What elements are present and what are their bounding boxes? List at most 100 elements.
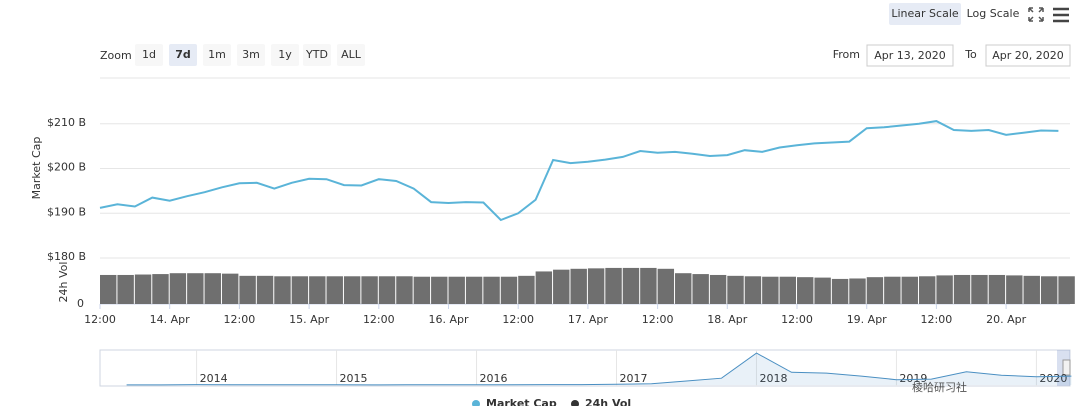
x-tick-label: 12:00 xyxy=(363,313,395,326)
y-tick-label: $180 B xyxy=(47,250,86,263)
zoom-button[interactable]: 1m xyxy=(208,48,226,61)
volume-bar xyxy=(535,271,553,304)
volume-bar xyxy=(640,267,657,304)
x-tick-label: 12:00 xyxy=(921,313,953,326)
volume-bar xyxy=(134,274,152,304)
scale-button[interactable]: Log Scale xyxy=(967,7,1020,20)
volume-bar xyxy=(971,274,988,304)
navigator-year-label: 2018 xyxy=(759,372,787,385)
zoom-button[interactable]: 1y xyxy=(278,48,292,61)
volume-bar xyxy=(448,276,465,304)
x-tick-label: 12:00 xyxy=(642,313,674,326)
legend-item[interactable]: Market Cap xyxy=(486,397,557,406)
x-tick-label: 20. Apr xyxy=(986,313,1026,326)
volume-bar xyxy=(744,276,762,304)
volume-bar xyxy=(1023,275,1040,304)
x-tick-label: 12:00 xyxy=(781,313,813,326)
volume-bar xyxy=(431,276,448,304)
price-line xyxy=(99,120,1059,222)
x-tick-label: 16. Apr xyxy=(428,313,468,326)
zoom-button-bg xyxy=(271,44,299,66)
volume-bar xyxy=(221,273,239,304)
volume-bar xyxy=(884,276,901,304)
volume-bar xyxy=(762,276,779,304)
volume-bar xyxy=(500,276,518,304)
volume-bar xyxy=(413,276,431,304)
volume-bar xyxy=(622,267,640,304)
volume-bar xyxy=(709,274,727,304)
zoom-button-bg xyxy=(135,44,163,66)
zoom-button[interactable]: 7d xyxy=(175,48,191,61)
volume-bar xyxy=(396,276,413,304)
navigator-area xyxy=(126,353,1072,385)
legend-marker xyxy=(571,400,579,406)
volume-bar xyxy=(239,275,256,304)
x-tick-label: 12:00 xyxy=(84,313,116,326)
volume-bar xyxy=(378,276,396,304)
y-tick-label: $200 B xyxy=(47,161,86,174)
volume-bar xyxy=(692,274,709,304)
volume-bar xyxy=(361,276,378,304)
to-date[interactable]: Apr 20, 2020 xyxy=(992,49,1064,62)
menu-icon[interactable] xyxy=(1053,7,1069,23)
watermark: 棱哈研习社 xyxy=(912,380,967,394)
zoom-button-bg xyxy=(303,44,331,66)
volume-bar xyxy=(553,269,570,304)
x-tick-label: 12:00 xyxy=(502,313,534,326)
x-tick-label: 12:00 xyxy=(224,313,256,326)
volume-bar xyxy=(849,278,866,304)
zoom-button[interactable]: 1d xyxy=(142,48,156,61)
volume-bar xyxy=(309,276,326,304)
volume-bar xyxy=(953,274,971,304)
legend-marker xyxy=(472,400,480,406)
from-date[interactable]: Apr 13, 2020 xyxy=(874,49,946,62)
zoom-button-bg xyxy=(203,44,231,66)
navigator-year-label: 2015 xyxy=(340,372,368,385)
navigator-year-label: 2017 xyxy=(619,372,647,385)
volume-bar xyxy=(866,277,884,304)
date-input-box xyxy=(985,44,1071,67)
navigator-line xyxy=(126,352,1072,386)
scale-button[interactable]: Linear Scale xyxy=(891,7,959,20)
volume-bar xyxy=(187,273,204,304)
zoom-button[interactable]: YTD xyxy=(305,48,328,61)
volume-bar xyxy=(204,273,221,304)
y-axis-title: 24h Vol xyxy=(57,262,70,303)
volume-bar xyxy=(936,275,953,304)
volume-bar xyxy=(675,273,692,304)
y-tick-label: $190 B xyxy=(47,205,86,218)
zoom-button-bg xyxy=(237,44,265,66)
volume-bar xyxy=(274,276,291,304)
navigator-handle[interactable] xyxy=(1062,359,1071,376)
expand-icon[interactable] xyxy=(1028,7,1044,22)
navigator-year-label: 2016 xyxy=(480,372,508,385)
zoom-label: Zoom xyxy=(100,49,132,62)
volume-bar xyxy=(117,274,134,304)
volume-bar xyxy=(918,276,936,304)
volume-bar xyxy=(779,276,797,304)
volume-bar xyxy=(256,275,274,304)
volume-bar xyxy=(1006,275,1023,304)
navigator-year-label: 2020 xyxy=(1039,372,1067,385)
navigator-year-label: 2014 xyxy=(200,372,228,385)
volume-bar xyxy=(727,275,744,304)
volume-bar xyxy=(291,276,309,304)
scale-button-bg xyxy=(889,3,961,25)
navigator-frame xyxy=(99,349,1071,387)
volume-bar xyxy=(814,277,831,304)
x-tick-label: 17. Apr xyxy=(568,313,608,326)
volume-bar xyxy=(169,273,187,304)
zoom-button[interactable]: ALL xyxy=(341,48,362,61)
volume-bar xyxy=(901,276,918,304)
volume-bar xyxy=(988,274,1006,304)
zoom-button[interactable]: 3m xyxy=(242,48,260,61)
navigator-year-label: 2019 xyxy=(899,372,927,385)
volume-bar xyxy=(326,276,343,304)
legend-item[interactable]: 24h Vol xyxy=(585,397,631,406)
volume-bar xyxy=(1058,276,1075,304)
volume-bar xyxy=(605,267,622,304)
volume-bar xyxy=(152,274,169,304)
from-label: From xyxy=(833,48,860,61)
volume-bar xyxy=(1040,276,1058,304)
volume-bar xyxy=(587,268,605,304)
